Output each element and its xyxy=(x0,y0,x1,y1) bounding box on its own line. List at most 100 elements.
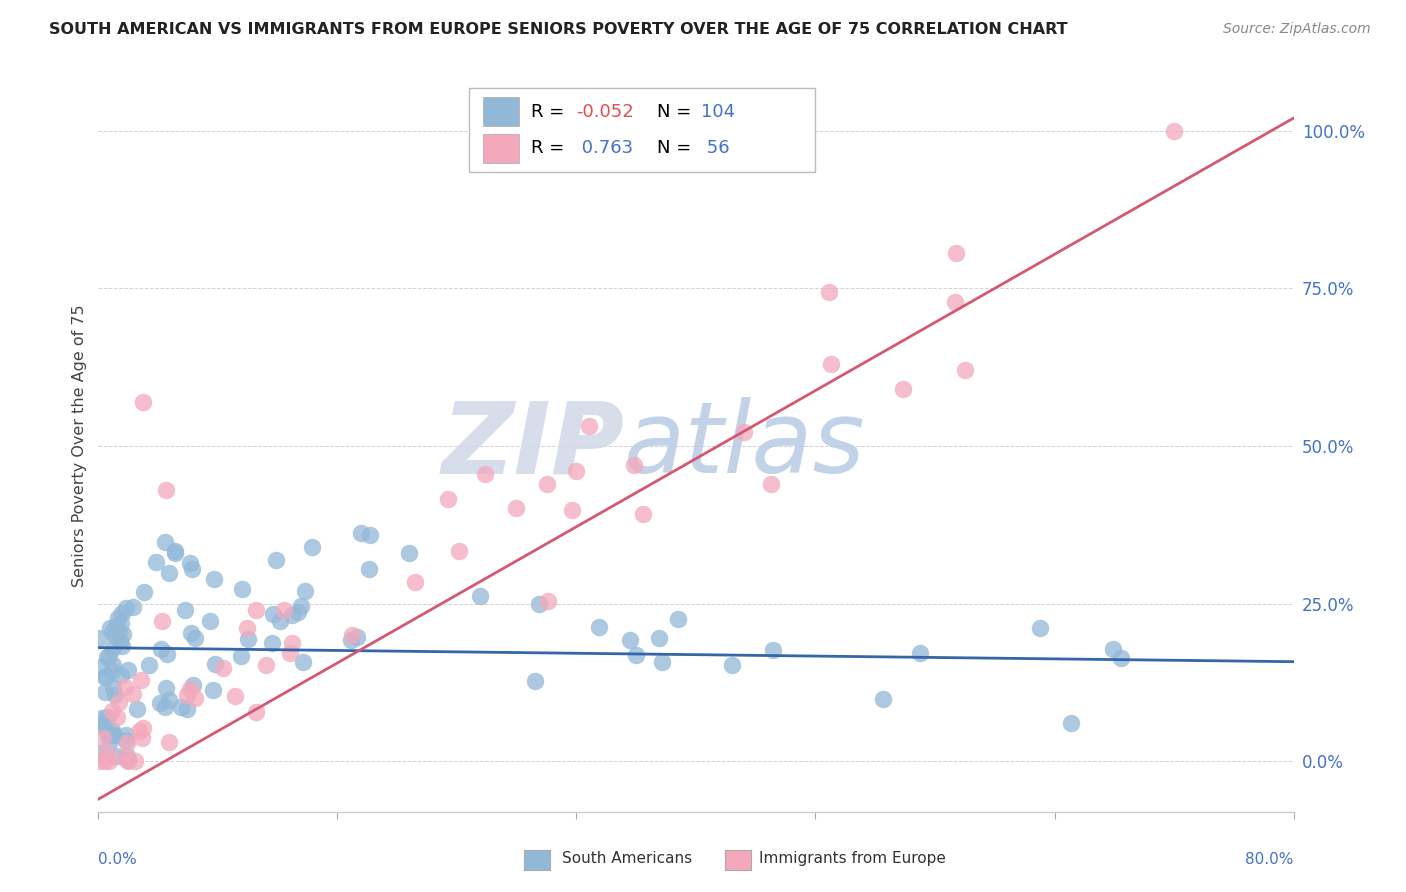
Point xyxy=(264,553,287,567)
Point xyxy=(561,503,583,517)
Point xyxy=(159,693,181,707)
Point xyxy=(908,647,931,661)
Point xyxy=(181,678,204,692)
Point xyxy=(108,634,131,648)
Point xyxy=(107,624,129,638)
Point xyxy=(184,690,207,705)
Text: SOUTH AMERICAN VS IMMIGRANTS FROM EUROPE SENIORS POVERTY OVER THE AGE OF 75 CORR: SOUTH AMERICAN VS IMMIGRANTS FROM EUROPE… xyxy=(49,22,1067,37)
Point xyxy=(357,562,380,576)
Point xyxy=(132,721,155,735)
Point xyxy=(180,625,202,640)
Point xyxy=(945,246,967,260)
Point xyxy=(294,584,316,599)
Point xyxy=(101,723,124,738)
Point xyxy=(1163,124,1185,138)
Point xyxy=(115,727,138,741)
Point xyxy=(101,640,124,655)
Point xyxy=(762,643,785,657)
Text: N =: N = xyxy=(657,103,696,120)
Point xyxy=(149,696,172,710)
Point xyxy=(165,546,187,560)
Point xyxy=(103,688,125,702)
Point xyxy=(101,664,124,678)
Text: Immigrants from Europe: Immigrants from Europe xyxy=(759,851,946,865)
Point xyxy=(523,674,546,689)
Point xyxy=(236,632,259,646)
Point xyxy=(536,476,558,491)
Point xyxy=(231,582,253,596)
Point xyxy=(94,670,117,684)
Point xyxy=(212,660,235,674)
Point xyxy=(150,614,173,628)
Point xyxy=(97,728,120,742)
Point xyxy=(359,527,381,541)
Point xyxy=(101,728,124,742)
Text: South Americans: South Americans xyxy=(562,851,693,865)
Point xyxy=(98,734,121,748)
Point xyxy=(110,667,132,681)
Point xyxy=(180,562,202,576)
Point xyxy=(1029,621,1052,635)
Point xyxy=(122,600,145,615)
Point xyxy=(529,597,551,611)
Point xyxy=(281,608,304,623)
Point xyxy=(90,659,112,673)
Point xyxy=(201,683,224,698)
Point xyxy=(651,655,673,669)
Point xyxy=(89,631,111,645)
Point xyxy=(398,546,420,560)
Point xyxy=(105,619,128,633)
Point xyxy=(117,663,139,677)
Point xyxy=(155,699,177,714)
Point xyxy=(176,702,198,716)
Point xyxy=(117,754,139,768)
Point xyxy=(666,612,689,626)
Point xyxy=(96,669,118,683)
Point xyxy=(1109,650,1132,665)
Point xyxy=(183,631,205,645)
Point xyxy=(155,648,177,662)
Point xyxy=(155,534,177,549)
Point xyxy=(262,607,284,622)
Point xyxy=(269,614,291,628)
Point xyxy=(138,657,160,672)
Point xyxy=(165,543,187,558)
Point xyxy=(623,458,645,472)
Point xyxy=(224,690,246,704)
Point xyxy=(280,636,302,650)
Point xyxy=(150,642,173,657)
Point xyxy=(245,705,267,719)
Text: atlas: atlas xyxy=(624,398,866,494)
Point xyxy=(578,418,600,433)
Point xyxy=(125,702,148,716)
Point xyxy=(128,724,150,739)
Point xyxy=(236,621,259,635)
Point xyxy=(619,632,641,647)
Point xyxy=(404,574,426,589)
Point xyxy=(98,621,121,635)
Point xyxy=(107,710,129,724)
Point xyxy=(273,603,295,617)
Point xyxy=(91,711,114,725)
Point xyxy=(437,491,460,506)
Point xyxy=(115,748,138,763)
Point xyxy=(943,294,966,309)
Point xyxy=(474,467,496,482)
Point xyxy=(114,681,136,695)
Text: -0.052: -0.052 xyxy=(576,103,634,120)
Point xyxy=(89,718,111,732)
Point xyxy=(537,594,560,608)
Point xyxy=(648,631,671,645)
Point xyxy=(96,650,118,665)
Point xyxy=(449,544,471,558)
Point xyxy=(89,754,111,768)
Point xyxy=(872,692,894,706)
Point xyxy=(157,566,180,581)
Point xyxy=(103,681,125,696)
Point xyxy=(103,728,125,742)
Point xyxy=(953,363,976,377)
Text: 56: 56 xyxy=(700,139,730,157)
Point xyxy=(204,657,226,671)
Point xyxy=(131,731,153,745)
Point xyxy=(114,751,136,765)
